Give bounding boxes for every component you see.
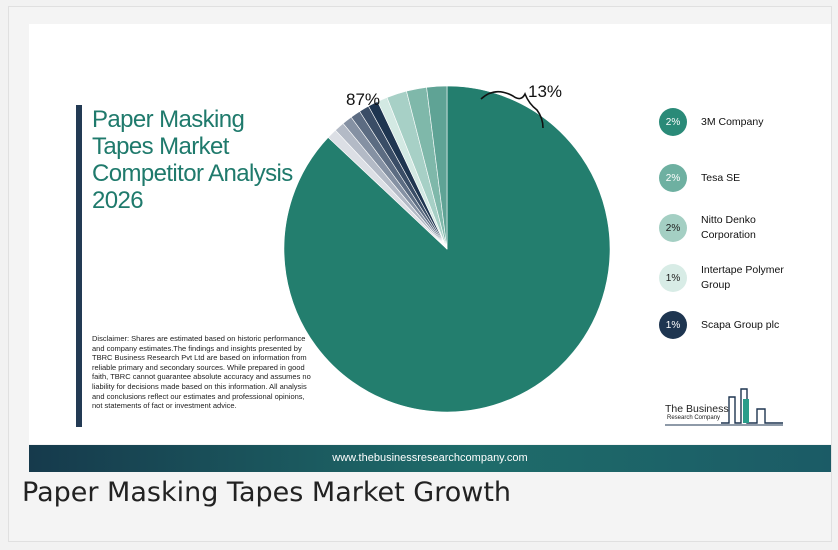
logo-subtext: Research Company [667,415,721,421]
legend-item: 2% 3M Company [659,106,801,138]
legend-item: 2% Tesa SE [659,162,801,194]
logo-wordmark: The Business [665,403,729,415]
legend-share-badge: 2% [659,108,687,136]
legend-company-name: Scapa Group plc [701,318,780,331]
major-share-label: 87% [346,90,381,109]
legend-company-name: Intertape Polymer Group [701,264,784,291]
disclaimer-text: Disclaimer: Shares are estimated based o… [92,334,311,411]
company-logo: The Business Research Company [665,387,785,429]
minor-share-label: 13% [528,82,563,101]
legend-company-name: 3M Company [701,115,764,128]
legend-share-badge: 1% [659,311,687,339]
legend-item: 2% Nitto Denko Corporation [659,212,801,244]
infographic-slide: Paper Masking Tapes Market Competitor An… [29,24,831,444]
figure-caption: Paper Masking Tapes Market Growth [22,477,512,508]
figure-card: Paper Masking Tapes Market Competitor An… [8,6,832,542]
title-accent-bar [76,105,82,427]
legend-item: 1% Intertape Polymer Group [659,262,801,294]
legend-share-badge: 2% [659,214,687,242]
small-shares-brace [480,90,544,129]
legend-share-badge: 1% [659,264,687,292]
legend-company-name: Nitto Denko Corporation [701,214,756,241]
legend-company-name: Tesa SE [701,171,741,184]
pie-chart [283,85,611,413]
pie-slice [426,85,448,250]
legend-item: 1% Scapa Group plc [659,309,801,341]
footer-banner[interactable]: www.thebusinessresearchcompany.com [29,445,831,472]
logo-bars-icon [665,388,783,426]
legend-share-badge: 2% [659,164,687,192]
slide-title: Paper Masking Tapes Market Competitor An… [92,106,293,214]
